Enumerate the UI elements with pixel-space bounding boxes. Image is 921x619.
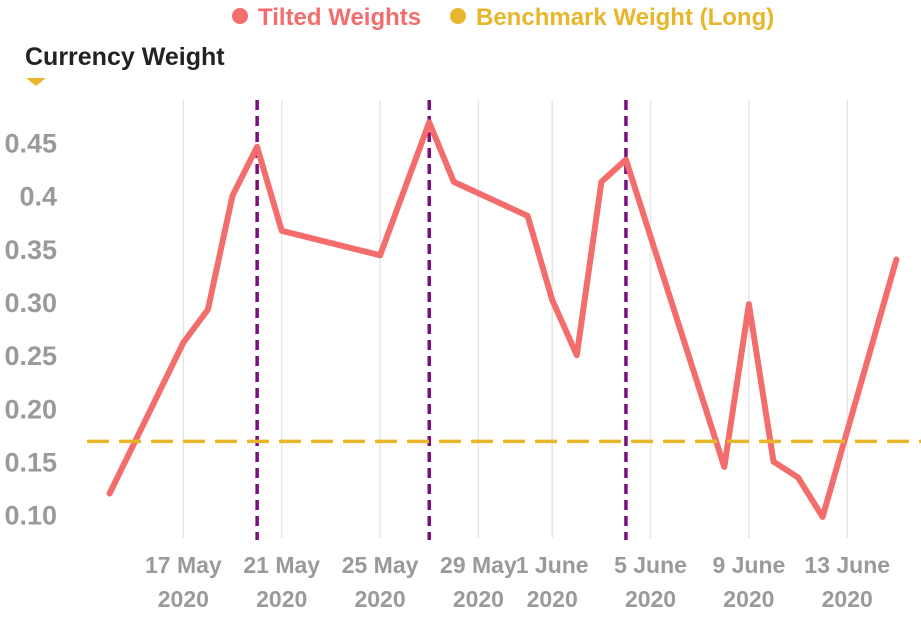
y-axis-menu-caret[interactable]	[26, 78, 46, 86]
x-tick-label-5: 5 June 2020	[614, 552, 687, 612]
x-axis-ticks: 17 May 2020 21 May 2020 25 May 2020 29 May 2020…	[145, 552, 890, 612]
y-tick-label-4: 0.30	[4, 288, 57, 318]
x-tick-label-2: 25 May 2020	[342, 552, 419, 612]
legend-label-tilted-weights: Tilted Weights	[258, 4, 421, 31]
event-markers	[255, 100, 628, 540]
y-tick-label-3: 0.25	[4, 341, 57, 371]
y-axis-title: Currency Weight	[25, 43, 225, 71]
legend-dot-benchmark-weight	[450, 8, 466, 24]
x-tick-label-4: 1 June 2020	[516, 552, 589, 612]
y-tick-label-1: 0.15	[4, 448, 57, 478]
legend: Tilted Weights Benchmark Weight (Long)	[232, 4, 774, 31]
x-tick-label-7: 13 June 2020	[804, 552, 890, 612]
y-tick-label-7: 0.45	[4, 129, 57, 159]
legend-item-benchmark-weight[interactable]: Benchmark Weight (Long)	[450, 4, 774, 31]
x-tick-label-3: 29 May 2020	[440, 552, 517, 612]
y-tick-label-0: 0.10	[4, 501, 57, 531]
legend-dot-tilted-weights	[232, 8, 248, 24]
x-tick-label-6: 9 June 2020	[712, 552, 785, 612]
legend-label-benchmark-weight: Benchmark Weight (Long)	[476, 4, 774, 31]
y-tick-label-2: 0.20	[4, 394, 57, 424]
x-tick-label-1: 21 May 2020	[243, 552, 320, 612]
grid-lines	[182, 100, 848, 538]
legend-item-tilted-weights[interactable]: Tilted Weights	[232, 4, 421, 31]
y-axis-ticks: 0.10 0.15 0.20 0.25 0.30 0.35 0.4 0.45	[4, 129, 57, 531]
series	[87, 119, 921, 520]
series-line-tilted-weights	[106, 119, 900, 520]
y-tick-label-6: 0.4	[19, 182, 57, 212]
x-tick-label-0: 17 May 2020	[145, 552, 222, 612]
y-tick-label-5: 0.35	[4, 235, 57, 265]
